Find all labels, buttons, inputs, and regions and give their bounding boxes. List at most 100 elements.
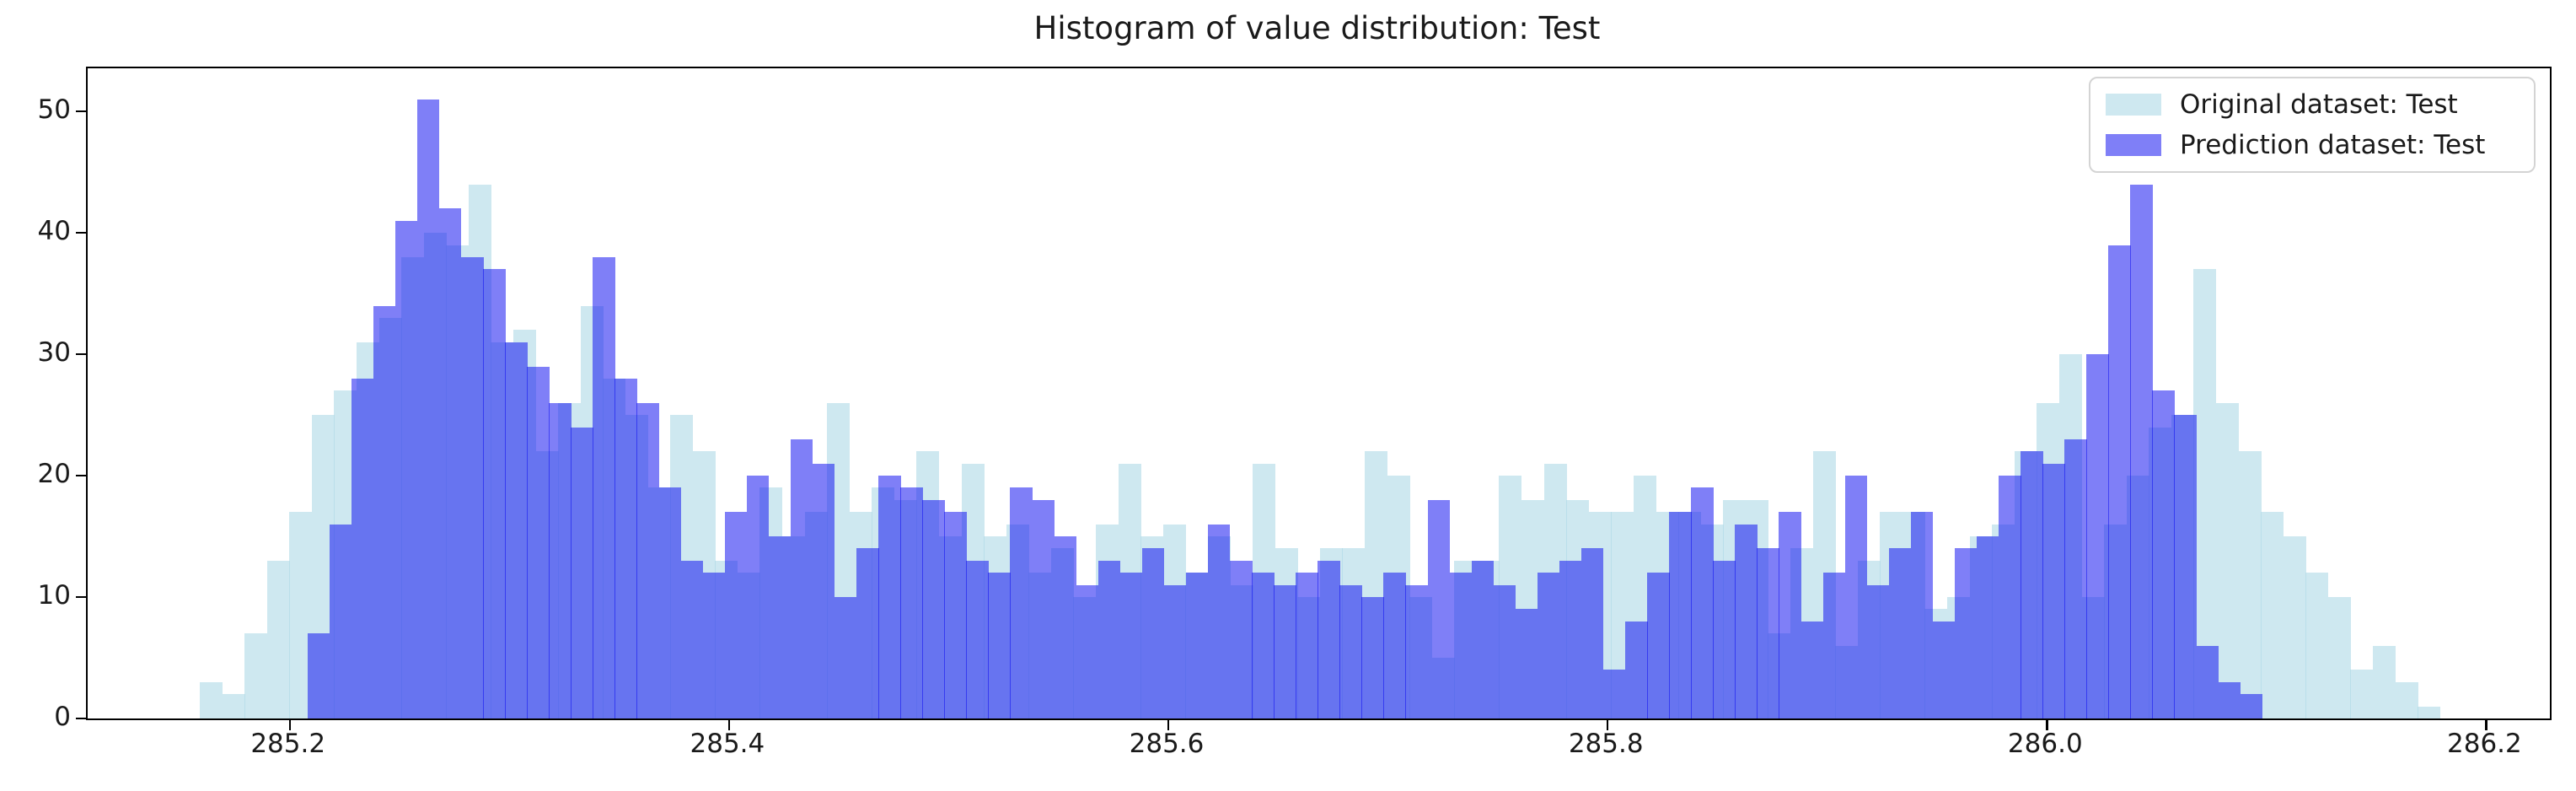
prediction-histogram-bar [593, 256, 615, 718]
prediction-histogram-bar [1669, 512, 1692, 718]
prediction-histogram-bar [1801, 621, 1824, 718]
x-tick-label: 286.2 [2447, 729, 2522, 759]
original-histogram-bar [2215, 402, 2239, 718]
prediction-histogram-bar [878, 476, 901, 718]
y-tick-label: 40 [37, 216, 71, 247]
prediction-histogram-bar [2064, 439, 2087, 718]
prediction-histogram-bar [1779, 512, 1801, 718]
x-tick-label: 285.6 [1129, 729, 1205, 759]
prediction-histogram-bar [1976, 536, 1999, 718]
original-histogram-bar [199, 681, 223, 718]
y-tick-label: 20 [37, 459, 71, 489]
original-histogram-bar [266, 560, 290, 718]
prediction-histogram-bar [1954, 548, 1978, 718]
chart-title: Histogram of value distribution: Test [1033, 10, 1601, 46]
prediction-histogram-bar [1866, 584, 1890, 718]
prediction-histogram-bar [966, 560, 989, 718]
prediction-histogram-bar [2196, 645, 2219, 718]
prediction-histogram-bar [373, 305, 396, 718]
prediction-histogram-bar [1691, 487, 1714, 718]
prediction-histogram-bar [1252, 573, 1275, 718]
prediction-histogram-bar [1932, 621, 1956, 718]
y-tick-mark [76, 110, 88, 113]
prediction-histogram-bar [571, 427, 593, 718]
x-tick-mark [288, 718, 291, 730]
prediction-histogram-bar [1910, 512, 1934, 718]
original-histogram-bar [2395, 681, 2418, 718]
prediction-histogram-bar [1493, 584, 1516, 718]
prediction-histogram-bar [2108, 245, 2131, 718]
legend-item-prediction: Prediction dataset: Test [2106, 130, 2519, 160]
prediction-histogram-bar [944, 512, 967, 718]
x-tick-label: 286.0 [2007, 729, 2083, 759]
blue-swatch-icon [2106, 134, 2161, 156]
prediction-histogram-bar [1097, 560, 1121, 718]
original-histogram-bar [2373, 645, 2396, 718]
legend-label: Original dataset: Test [2180, 89, 2458, 120]
prediction-histogram-bar [1625, 621, 1648, 718]
prediction-histogram-bar [1383, 573, 1406, 718]
y-tick-label: 0 [54, 702, 71, 732]
prediction-histogram-bar [1427, 499, 1451, 718]
prediction-histogram-bar [2174, 415, 2197, 718]
prediction-histogram-bar [2086, 354, 2109, 718]
prediction-histogram-bar [1888, 548, 1912, 718]
original-histogram-bar [2238, 451, 2262, 718]
prediction-histogram-bar [900, 487, 923, 718]
prediction-histogram-bar [1185, 573, 1209, 718]
prediction-histogram-bar [1559, 560, 1582, 718]
legend-label: Prediction dataset: Test [2180, 130, 2486, 160]
prediction-histogram-bar [1757, 548, 1779, 718]
prediction-histogram-bar [922, 499, 945, 718]
prediction-histogram-bar [1274, 584, 1296, 718]
prediction-histogram-bar [1735, 524, 1758, 718]
y-tick-label: 10 [37, 580, 71, 611]
prediction-histogram-bar [1076, 584, 1099, 718]
prediction-histogram-bar [1647, 573, 1670, 718]
prediction-histogram-bar [2218, 681, 2241, 718]
prediction-histogram-bar [790, 439, 813, 718]
y-tick-mark [76, 595, 88, 599]
prediction-histogram-bar [856, 548, 879, 718]
original-histogram-bar [222, 694, 245, 718]
prediction-histogram-bar [1163, 584, 1187, 718]
prediction-histogram-bar [438, 208, 462, 718]
original-histogram-bar [2283, 536, 2306, 718]
prediction-histogram-bar [1602, 670, 1626, 718]
original-histogram-bar [2350, 670, 2374, 718]
x-tick-label: 285.4 [690, 729, 765, 759]
prediction-histogram-bar [834, 597, 857, 718]
lightblue-swatch-icon [2106, 94, 2161, 116]
prediction-histogram-bar [702, 573, 726, 718]
prediction-histogram-bar [1207, 524, 1231, 718]
prediction-histogram-bar [724, 512, 748, 718]
prediction-histogram-bar [307, 633, 330, 718]
y-tick-mark [76, 474, 88, 477]
prediction-histogram-bar [1405, 584, 1428, 718]
prediction-histogram-bar [812, 463, 835, 718]
prediction-histogram-bar [1318, 560, 1340, 718]
prediction-histogram-bar [614, 378, 637, 718]
x-tick-mark [1167, 718, 1170, 730]
prediction-histogram-bar [505, 342, 528, 718]
x-tick-label: 285.2 [250, 729, 326, 759]
y-tick-mark [76, 717, 88, 720]
prediction-histogram-bar [1515, 609, 1538, 718]
prediction-histogram-bar [1449, 573, 1473, 718]
prediction-histogram-bar [1537, 573, 1560, 718]
y-tick-mark [76, 352, 88, 356]
prediction-histogram-bar [1713, 560, 1736, 718]
prediction-histogram-bar [746, 476, 770, 718]
prediction-histogram-bar [1230, 560, 1253, 718]
x-tick-label: 285.8 [1568, 729, 1644, 759]
original-histogram-bar [244, 633, 268, 718]
x-tick-mark [2046, 718, 2048, 730]
x-tick-mark [727, 718, 731, 730]
prediction-histogram-bar [1844, 476, 1868, 718]
prediction-histogram-bar [1119, 573, 1143, 718]
x-tick-mark [2485, 718, 2487, 730]
prediction-histogram-bar [988, 573, 1011, 718]
prediction-histogram-bar [2021, 451, 2043, 718]
original-histogram-bar [2261, 512, 2284, 718]
